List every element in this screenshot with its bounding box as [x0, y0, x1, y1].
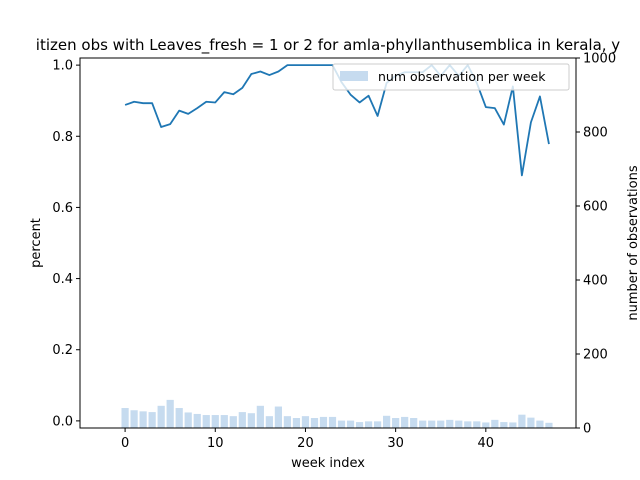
observation-bar: [500, 422, 508, 428]
observation-bar: [373, 421, 382, 428]
observation-bar: [283, 416, 292, 428]
observation-bar: [121, 408, 129, 428]
x-tick-label: 10: [207, 436, 224, 451]
observation-bar: [355, 422, 364, 428]
y-axis-left-label: percent: [29, 218, 44, 268]
observation-bar: [319, 416, 328, 428]
observation-bar: [482, 422, 490, 428]
observation-bar: [184, 412, 192, 428]
observation-bar: [265, 416, 273, 428]
observation-bar: [473, 421, 481, 428]
y-left-tick-label: 1.0: [52, 59, 73, 74]
plot-frame: [79, 57, 577, 429]
observation-bar: [256, 405, 264, 428]
observation-bar: [437, 420, 445, 428]
y-axis-left: 0.0 0.2 0.4 0.6 0.8 1.0: [52, 59, 80, 429]
observation-bar: [229, 416, 237, 428]
y-left-tick-label: 0.0: [52, 414, 73, 429]
legend-label: num observation per week: [378, 69, 546, 84]
observation-bar: [193, 413, 201, 428]
observation-bar: [527, 417, 535, 428]
y-right-tick-label: 600: [583, 200, 608, 215]
observation-bar: [419, 420, 427, 428]
y-axis-right: 0 200 400 600 800 1000: [576, 52, 616, 437]
observation-bar: [545, 422, 553, 428]
y-left-tick-label: 0.2: [52, 343, 73, 358]
observation-bar: [148, 412, 156, 428]
y-right-tick-label: 0: [583, 422, 591, 437]
observation-bar: [211, 415, 219, 428]
y-right-tick-label: 1000: [583, 52, 616, 67]
observation-bar: [364, 421, 373, 428]
observation-bar: [202, 415, 210, 428]
observation-bar: [509, 422, 517, 428]
legend-box: [332, 63, 570, 91]
y-left-tick-label: 0.8: [52, 130, 73, 145]
chart-title: itizen obs with Leaves_fresh = 1 or 2 fo…: [36, 36, 621, 55]
observation-bar: [536, 420, 544, 428]
y-axis-right-label: number of observations: [626, 165, 640, 320]
observation-bar: [247, 413, 255, 428]
observation-bar: [383, 415, 391, 428]
observation-bar: [446, 419, 454, 428]
y-right-tick-label: 400: [583, 274, 608, 289]
y-left-tick-label: 0.6: [52, 201, 73, 216]
observation-bar: [464, 421, 472, 428]
observation-bar: [301, 416, 310, 428]
observation-bar: [292, 418, 301, 428]
x-tick-label: 0: [121, 436, 129, 451]
x-tick-label: 40: [478, 436, 495, 451]
observation-bar: [491, 419, 499, 428]
legend-swatch: [340, 71, 368, 81]
observation-bar: [337, 420, 346, 428]
observation-bar: [455, 420, 463, 428]
legend: num observation per week: [332, 63, 570, 91]
observation-bar: [518, 414, 526, 428]
observation-bar: [428, 420, 436, 428]
observation-bars: [121, 399, 553, 428]
observation-bar: [130, 410, 138, 428]
observation-bar: [139, 411, 147, 428]
y-left-tick-label: 0.4: [52, 272, 73, 287]
x-axis: 0 10 20 30 40: [121, 428, 494, 451]
y-right-tick-label: 800: [583, 126, 608, 141]
x-tick-label: 30: [387, 436, 404, 451]
observation-bar: [274, 406, 282, 428]
x-tick-label: 20: [297, 436, 314, 451]
observation-bar: [157, 405, 165, 428]
observation-bar: [310, 418, 319, 428]
y-right-tick-label: 200: [583, 348, 608, 363]
observation-bar: [166, 399, 174, 428]
observation-bar: [175, 408, 183, 428]
observation-bar: [220, 415, 228, 428]
observation-bar: [401, 416, 409, 428]
observation-bar: [328, 416, 337, 428]
observation-bar: [392, 418, 400, 428]
observation-bar: [238, 412, 246, 428]
observation-bar: [346, 420, 355, 428]
x-axis-label: week index: [291, 456, 365, 471]
observation-bar: [410, 418, 418, 428]
